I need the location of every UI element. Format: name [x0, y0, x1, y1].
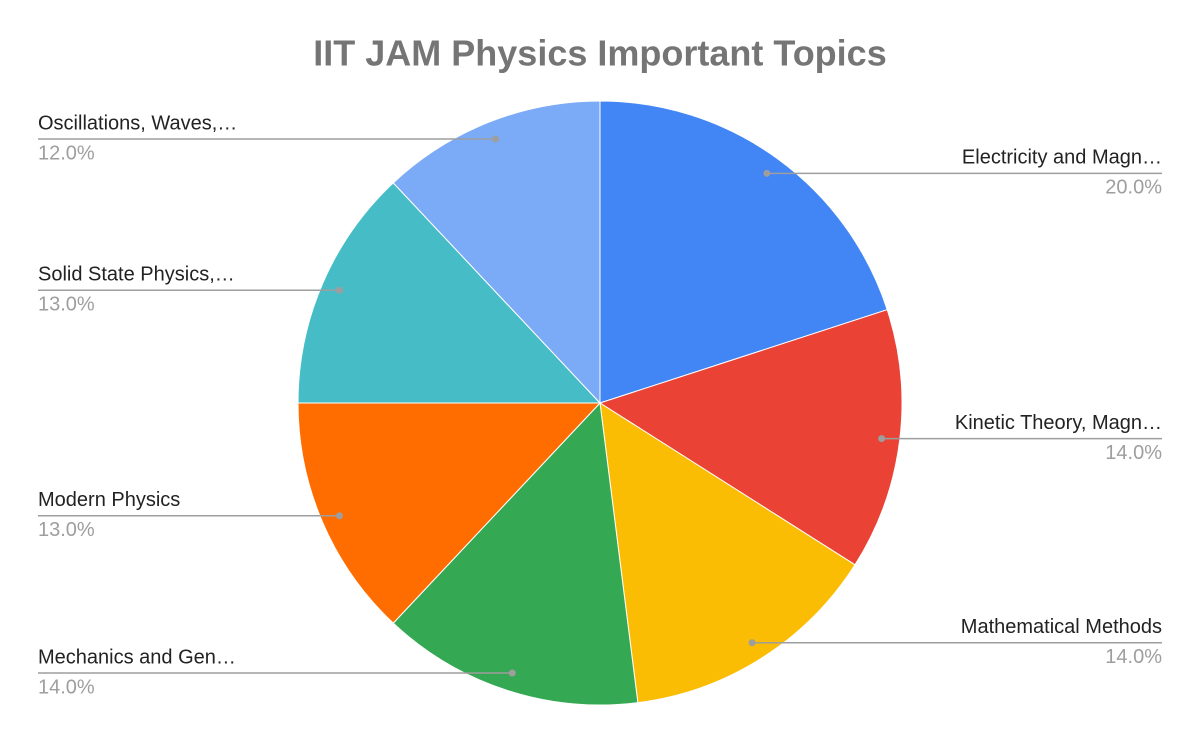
slice-value-label: 13.0%: [38, 294, 95, 316]
slice-label: Electricity and Magn…: [962, 147, 1162, 169]
slice-value-label: 20.0%: [1105, 177, 1162, 199]
pie-slice: [599, 402, 856, 704]
slice-label: Modern Physics: [38, 489, 180, 511]
slice-value-label: 12.0%: [38, 142, 95, 164]
leader-dot: [878, 435, 886, 443]
pie-slice: [392, 100, 601, 405]
leader-dot: [763, 169, 771, 177]
chart-title: IIT JAM Physics Important Topics: [313, 33, 886, 74]
pie-slice: [392, 401, 639, 706]
slice-label: Solid State Physics,…: [38, 264, 235, 286]
leader-dot: [748, 639, 756, 647]
leader-dot: [508, 669, 516, 677]
slice-value-label: 14.0%: [1105, 442, 1162, 464]
slice-label: Oscillations, Waves,…: [38, 112, 237, 134]
slice-value-label: 13.0%: [38, 519, 95, 541]
slice-label: Mechanics and Gen…: [38, 646, 236, 668]
slice-label: Mathematical Methods: [961, 616, 1162, 638]
leader-dot: [335, 512, 343, 520]
slice-label: Kinetic Theory, Magn…: [955, 412, 1162, 434]
leader-dot: [335, 286, 343, 294]
slice-value-label: 14.0%: [38, 676, 95, 698]
slice-value-label: 14.0%: [1105, 646, 1162, 668]
pie-slice: [599, 100, 888, 404]
pie-slice: [297, 402, 602, 624]
pie-slice: [598, 309, 903, 566]
pie-slice: [297, 182, 602, 404]
leader-dot: [491, 135, 499, 143]
